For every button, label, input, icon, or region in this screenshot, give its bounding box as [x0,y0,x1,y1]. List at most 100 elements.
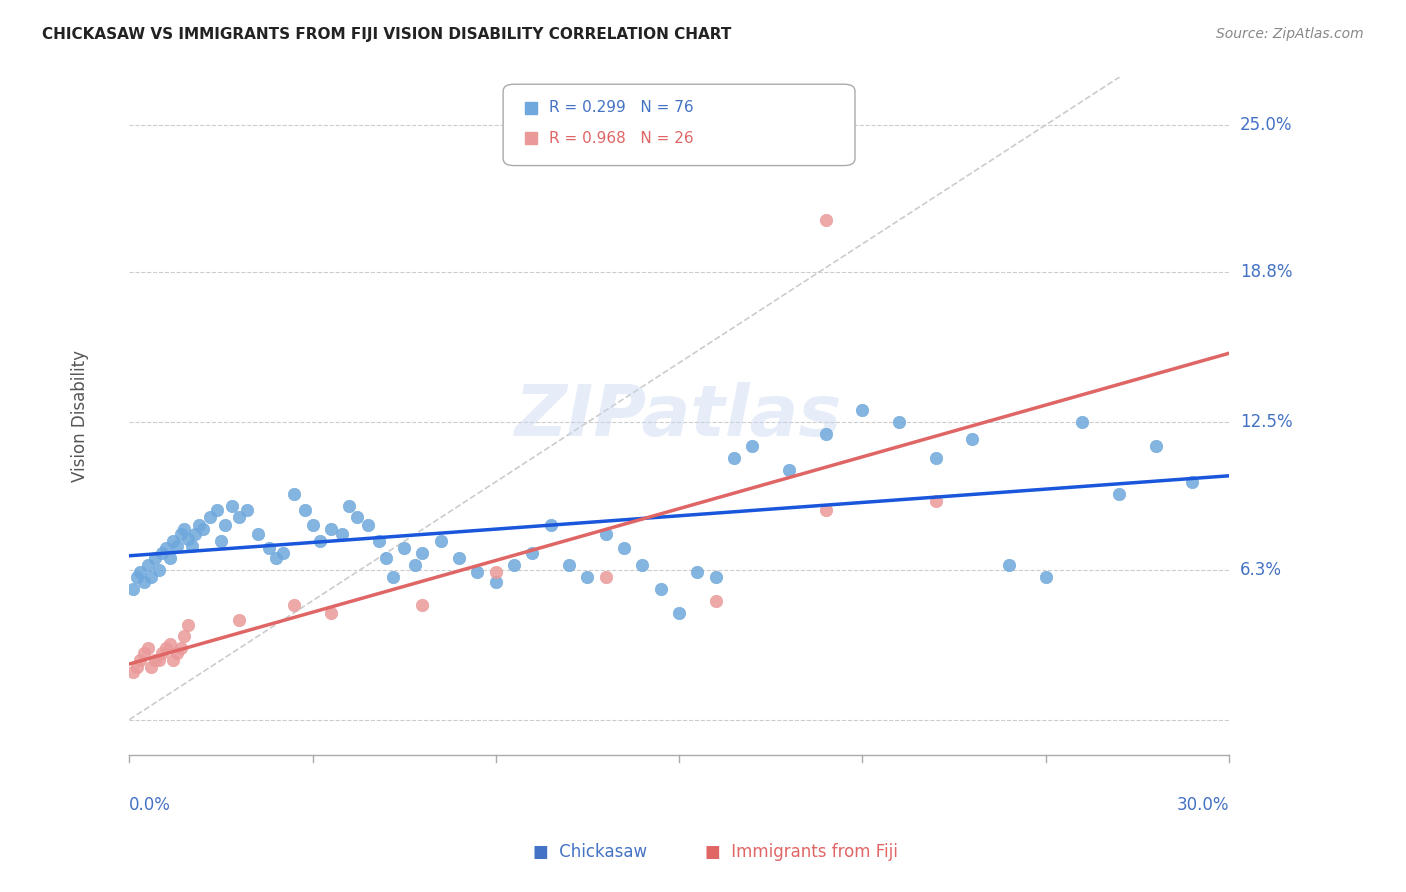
Point [558,558,581,572]
Point [1035,570,1057,584]
Point [125,660,148,674]
Point [887,415,910,429]
Point [485,565,508,579]
Point [177,532,200,546]
Point [814,427,837,442]
Point [485,574,508,589]
Point [301,517,323,532]
Point [198,510,221,524]
Point [1144,439,1167,453]
Point [122,582,145,596]
Point [155,541,177,556]
Point [150,546,173,560]
Point [522,546,544,560]
Point [356,517,378,532]
Point [924,450,946,465]
Point [382,570,405,584]
Point [686,565,709,579]
Point [141,660,163,674]
Point [221,499,243,513]
Point [449,550,471,565]
Point [430,534,453,549]
Point [283,486,305,500]
Point [367,534,389,549]
Point [337,499,360,513]
Point [132,574,155,589]
Text: 25.0%: 25.0% [1240,116,1292,134]
Point [169,641,191,656]
Point [122,665,145,679]
Point [319,606,342,620]
Point [129,653,152,667]
Point [1071,415,1094,429]
Point [246,527,269,541]
Point [998,558,1021,572]
Point [162,534,184,549]
Text: R = 0.968   N = 26: R = 0.968 N = 26 [550,131,695,146]
Point [129,565,152,579]
Point [228,510,250,524]
Point [207,503,229,517]
Point [148,653,170,667]
Text: 30.0%: 30.0% [1177,796,1229,814]
Point [257,541,280,556]
Point [814,213,837,227]
Point [924,493,946,508]
Point [404,558,426,572]
Point [613,541,636,556]
Text: Source: ZipAtlas.com: Source: ZipAtlas.com [1216,27,1364,41]
Text: 18.8%: 18.8% [1240,263,1292,282]
Point [704,593,727,607]
Text: R = 0.299   N = 76: R = 0.299 N = 76 [550,101,695,115]
Text: 6.3%: 6.3% [1240,561,1282,579]
Point [169,527,191,541]
Point [741,439,763,453]
Point [271,546,294,560]
Point [162,653,184,667]
Point [228,613,250,627]
Text: ■  Immigrants from Fiji: ■ Immigrants from Fiji [704,843,898,861]
Point [159,550,181,565]
Point [814,503,837,517]
Point [125,570,148,584]
Text: 12.5%: 12.5% [1240,413,1292,432]
Point [631,558,654,572]
Point [283,599,305,613]
Point [264,550,287,565]
Text: 0.0%: 0.0% [129,796,172,814]
Point [467,565,489,579]
FancyBboxPatch shape [503,84,855,166]
Point [159,636,181,650]
Point [235,503,257,517]
Point [650,582,672,596]
Text: Vision Disability: Vision Disability [70,351,89,483]
Point [346,510,368,524]
Point [143,550,166,565]
Point [319,522,342,536]
Point [166,539,188,553]
Point [177,617,200,632]
Point [136,641,159,656]
Text: ■  Chickasaw: ■ Chickasaw [533,843,648,861]
Point [374,550,396,565]
Point [150,646,173,660]
Point [294,503,316,517]
Point [595,527,617,541]
Point [209,534,232,549]
Point [668,606,690,620]
Point [180,539,202,553]
Point [187,517,209,532]
Text: ZIPatlas: ZIPatlas [516,382,842,450]
Point [132,646,155,660]
Text: CHICKASAW VS IMMIGRANTS FROM FIJI VISION DISABILITY CORRELATION CHART: CHICKASAW VS IMMIGRANTS FROM FIJI VISION… [42,27,731,42]
Point [411,599,433,613]
Point [136,558,159,572]
Point [166,646,188,660]
Point [173,522,195,536]
Point [173,629,195,643]
Point [191,522,214,536]
Point [330,527,353,541]
Point [851,403,873,417]
Point [411,546,433,560]
Point [778,463,800,477]
